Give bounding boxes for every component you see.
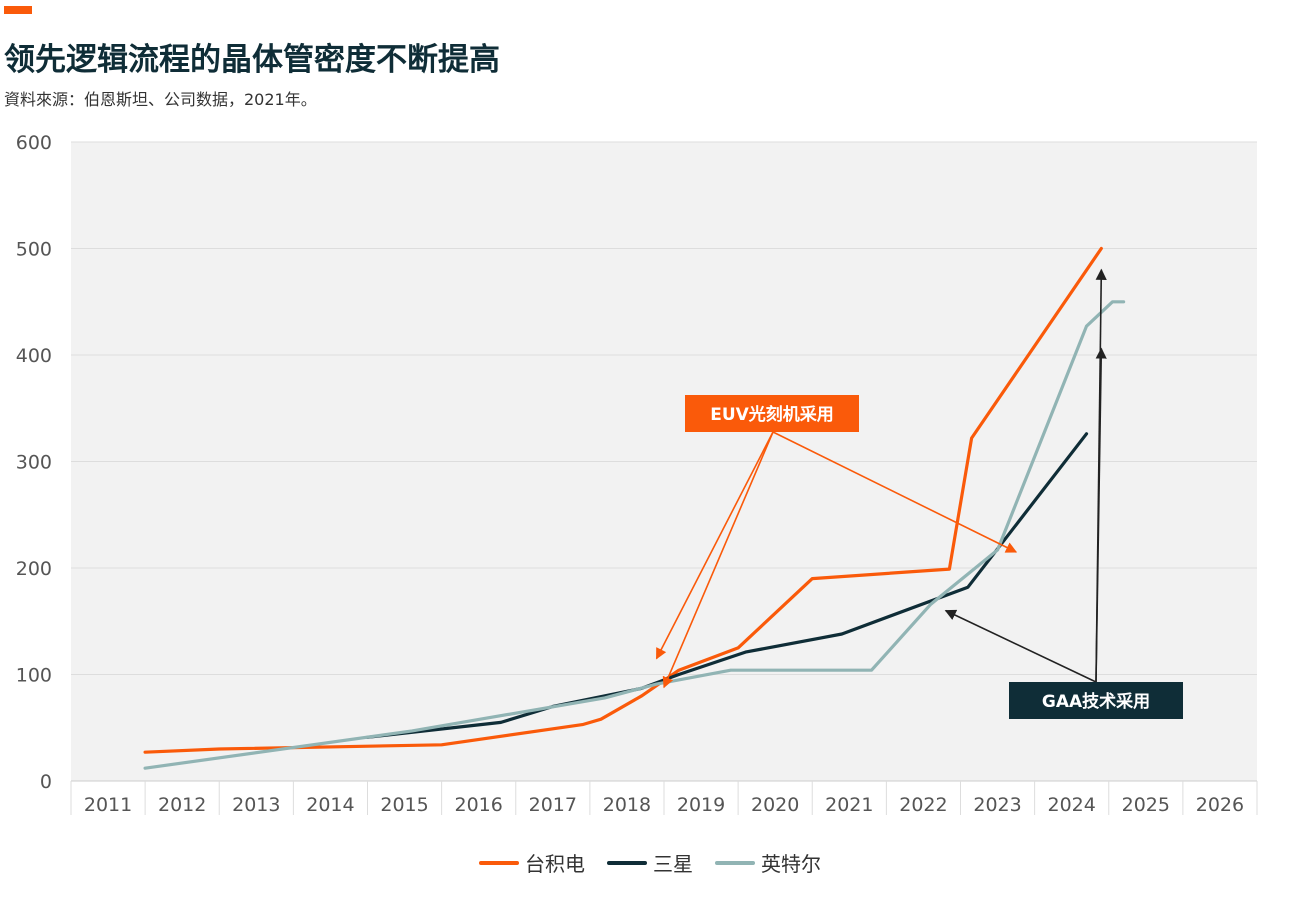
page-title: 领先逻辑流程的晶体管密度不断提高 xyxy=(4,42,500,78)
x-tick-label-2020: 2020 xyxy=(751,794,799,816)
x-tick-label-2017: 2017 xyxy=(529,794,577,816)
x-tick-label-2025: 2025 xyxy=(1122,794,1170,816)
series-line-2 xyxy=(143,300,1126,770)
annotation-label-1: GAA技术采用 xyxy=(1042,691,1150,712)
y-tick-label-400: 400 xyxy=(16,345,52,367)
legend-item-1: 三星 xyxy=(607,848,693,877)
x-tick-label-2012: 2012 xyxy=(158,794,206,816)
y-tick-label-300: 300 xyxy=(16,452,52,474)
annotation-box-0 xyxy=(685,395,859,432)
annotation-1-arrow-0 xyxy=(944,609,1097,683)
x-tick-label-2016: 2016 xyxy=(455,794,503,816)
x-tick-label-2018: 2018 xyxy=(603,794,651,816)
legend-label-0: 台积电 xyxy=(525,852,585,876)
annotation-box-1 xyxy=(1009,682,1183,719)
x-tick-label-2024: 2024 xyxy=(1048,794,1096,816)
legend-swatch-0 xyxy=(479,860,519,865)
x-tick-label-2015: 2015 xyxy=(380,794,428,816)
legend-swatch-1 xyxy=(607,860,647,865)
legend-item-2: 英特尔 xyxy=(715,848,821,877)
legend-swatch-2 xyxy=(715,860,755,865)
source-note: 資料來源：伯恩斯坦、公司数据，2021年。 xyxy=(4,90,317,109)
y-tick-label-200: 200 xyxy=(16,558,52,580)
x-tick-label-2022: 2022 xyxy=(899,794,947,816)
annotation-0-arrow-2 xyxy=(772,431,1018,553)
y-tick-label-100: 100 xyxy=(16,665,52,687)
y-tick-label-0: 0 xyxy=(40,771,52,793)
legend-label-1: 三星 xyxy=(653,852,693,876)
legend-item-0: 台积电 xyxy=(479,848,585,877)
x-tick-label-2021: 2021 xyxy=(825,794,873,816)
legend-label-2: 英特尔 xyxy=(761,852,821,876)
annotation-1-arrow-2 xyxy=(1095,347,1107,683)
accent-bar xyxy=(4,6,32,14)
x-tick-label-2023: 2023 xyxy=(973,794,1021,816)
x-tick-label-2013: 2013 xyxy=(232,794,280,816)
x-tick-label-2026: 2026 xyxy=(1196,794,1244,816)
x-tick-label-2014: 2014 xyxy=(306,794,354,816)
y-tick-label-500: 500 xyxy=(16,239,52,261)
x-tick-label-2019: 2019 xyxy=(677,794,725,816)
annotation-label-0: EUV光刻机采用 xyxy=(710,404,834,425)
series-line-1 xyxy=(365,432,1089,739)
annotation-0-arrow-1 xyxy=(662,431,774,689)
annotation-0-arrow-0 xyxy=(655,431,774,660)
chart-legend: 台积电 三星 英特尔 xyxy=(0,848,1300,877)
y-tick-label-600: 600 xyxy=(16,132,52,154)
x-tick-label-2011: 2011 xyxy=(84,794,132,816)
